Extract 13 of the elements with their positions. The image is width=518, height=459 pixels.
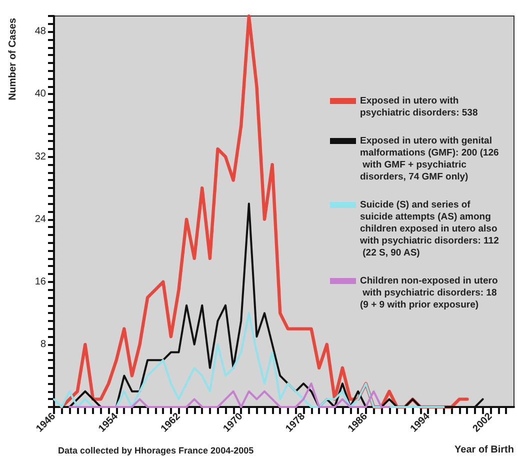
text: Data collected by Hhorages France 2004-2005 [58,446,254,456]
y-axis-title: Number of Cases [8,18,18,100]
x-axis-title: Year of Birth [454,444,514,456]
y-tick-label: 40 [34,88,46,100]
y-tick-label: 48 [34,26,46,38]
legend-label: Exposed in utero with genital malformations (GMF): 200 (126 with GMF + psychiatric disorders, 74 GMF only) [360,136,499,182]
y-tick-label: 16 [34,276,46,288]
legend-label: Exposed in utero with psychiatric disorders: 538 [360,96,478,118]
legend-label: Children non-exposed in utero with psychiatric disorders: 18 (9 + 9 with prior exposure) [360,276,500,310]
y-tick-label: 8 [40,338,46,350]
legend-label: Suicide (S) and series of suicide attempts (AS) among children exposed in utero also with psychiatric disorders: 112 (22 S, 90 AS) [359,200,500,258]
y-tick-label: 32 [34,151,46,162]
y-tick-label: 24 [34,214,46,225]
